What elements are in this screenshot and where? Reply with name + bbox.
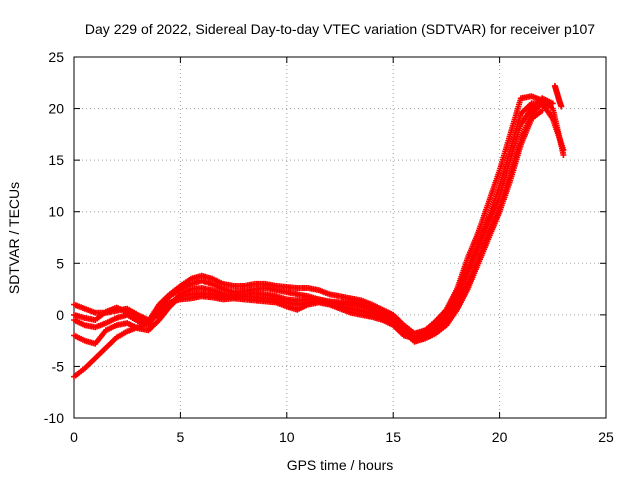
y-tick-label: -10 [44,410,64,426]
y-tick-label: -5 [52,358,65,374]
plot-frame [73,56,607,419]
x-tick-label: 0 [70,429,78,445]
axis-ticks [73,56,607,419]
y-tick-label: 5 [56,255,64,271]
data-series [71,82,567,380]
series-tail [551,82,565,110]
y-tick-label: 0 [56,307,64,323]
series-track-d [71,93,567,337]
y-tick-label: 20 [48,101,64,117]
y-tick-labels: -10 -5 0 5 10 15 20 25 [44,49,64,426]
chart-title: Day 229 of 2022, Sidereal Day-to-day VTE… [85,21,595,37]
series-track-e [71,107,546,347]
y-tick-label: 15 [48,152,64,168]
x-axis-label: GPS time / hours [287,457,394,473]
y-tick-label: 25 [48,49,64,65]
x-tick-label: 15 [385,429,401,445]
x-tick-label: 5 [177,429,185,445]
y-tick-label: 10 [48,204,64,220]
x-tick-labels: 0 5 10 15 20 25 [70,429,614,445]
y-axis-label: SDTVAR / TECUs [6,182,22,294]
x-tick-label: 25 [598,429,614,445]
x-tick-label: 20 [492,429,508,445]
x-tick-label: 10 [279,429,295,445]
series-track-a [71,100,567,380]
